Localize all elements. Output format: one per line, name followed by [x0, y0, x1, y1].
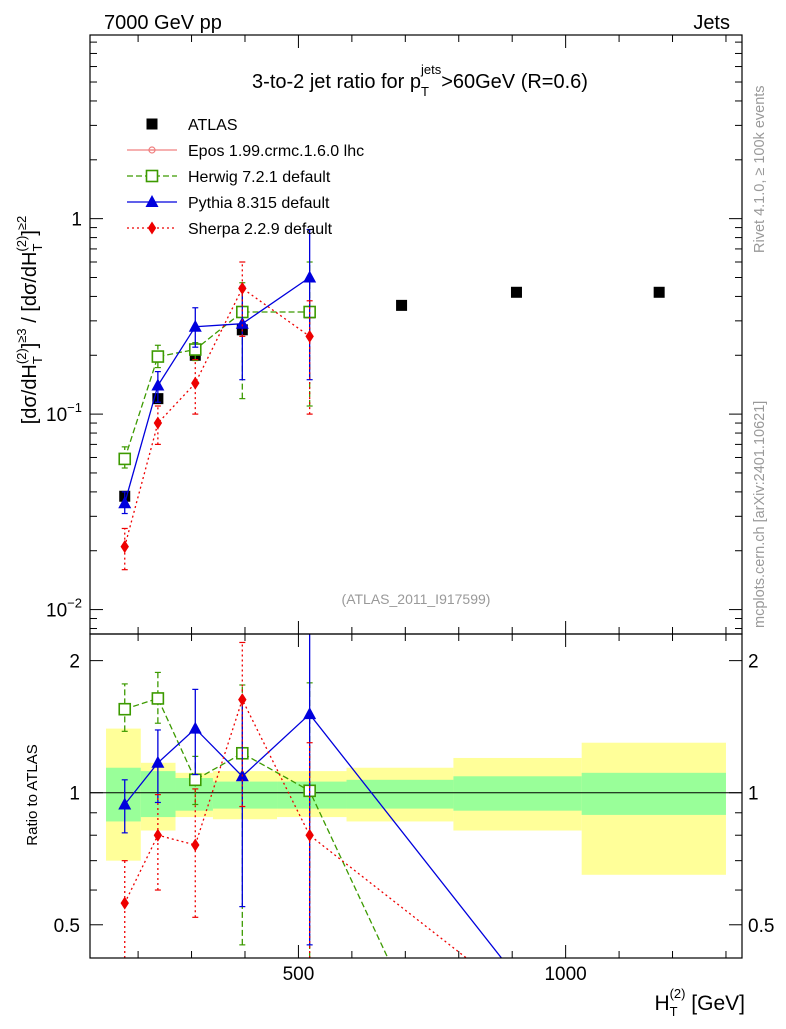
ratio-line-sherpa [124, 697, 468, 958]
ratio-series-sherpa [120, 641, 468, 958]
tick-base: 10 [46, 405, 67, 426]
main-point-herwig [151, 350, 165, 363]
main-series-herwig [118, 261, 316, 469]
legend-marker-herwig [145, 169, 159, 183]
ratio-point-sherpa [153, 828, 163, 842]
analysis-watermark: (ATLAS_2011_I917599) [342, 591, 491, 607]
ratio-point-herwig [188, 773, 202, 787]
ratio-y-tick-label-right: 2 [748, 652, 759, 673]
main-line-herwig [124, 311, 310, 460]
tick-exp: −2 [67, 596, 82, 611]
main-y-label: [dσ/dHT(2)]≥3 / [dσ/dHT(2)]≥2 [14, 216, 45, 425]
ratio-band-green [106, 767, 141, 822]
ratio-line-herwig [124, 697, 389, 958]
mcplots-label: mcplots.cern.ch [arXiv:2401.10621] [752, 401, 768, 628]
main-point-sherpa [238, 281, 247, 295]
tick-exp: −1 [67, 400, 82, 415]
header-right: Jets [693, 12, 730, 34]
main-point-atlas [396, 299, 408, 311]
ratio-y-label: Ratio to ATLAS [24, 744, 41, 845]
header-left: 7000 GeV pp [104, 12, 222, 34]
main-point-pythia [303, 270, 317, 283]
main-point-pythia [188, 319, 202, 332]
main-y-tick-label: 10−1 [46, 400, 82, 426]
legend-marker-atlas [146, 118, 158, 130]
chart-title: 3-to-2 jet ratio for pTjets>60GeV (R=0.6… [252, 62, 588, 99]
ratio-y-tick-label-left: 2 [69, 652, 80, 673]
rivet-label: Rivet 4.1.0, ≥ 100k events [752, 85, 768, 253]
ratio-point-pythia [151, 755, 165, 768]
tick-base: 10 [46, 601, 67, 622]
main-y-tick-label: 1 [71, 210, 82, 231]
legend-label-epos: Epos 1.99.crmc.1.6.0 lhc [188, 143, 364, 160]
ratio-band-green [453, 776, 582, 811]
x-tick-label-1000: 1000 [544, 964, 586, 985]
main-series-sherpa [120, 261, 314, 571]
ratio-point-pythia [118, 797, 132, 810]
ratio-series-pythia [118, 634, 503, 958]
ratio-frame [89, 633, 743, 959]
legend-marker-sherpa [147, 221, 157, 235]
main-point-sherpa [153, 416, 163, 430]
main-point-atlas [653, 286, 665, 298]
main-line-sherpa [124, 287, 310, 547]
ratio-y-tick-label-right: 0.5 [748, 916, 774, 937]
ratio-point-pythia [303, 707, 317, 720]
legend-label-pythia: Pythia 8.315 default [188, 195, 330, 212]
legend-label-atlas: ATLAS [188, 117, 238, 134]
ratio-band-green [212, 781, 278, 809]
ratio-y-tick-label-left: 1 [69, 784, 80, 805]
ratio-point-sherpa [305, 828, 314, 842]
main-point-herwig [118, 452, 132, 466]
ratio-series [118, 634, 503, 958]
ratio-point-herwig [151, 692, 165, 705]
ratio-point-sherpa [238, 693, 247, 707]
main-point-pythia [235, 316, 249, 329]
ratio-point-sherpa [120, 896, 129, 910]
main-point-atlas [510, 286, 522, 298]
ratio-point-pythia [188, 721, 202, 734]
ratio-line-pythia [124, 713, 503, 958]
ratio-y-tick-label-right: 1 [748, 784, 759, 805]
main-point-sherpa [191, 376, 200, 390]
x-axis-label: HT(2) [GeV] [654, 986, 745, 1019]
legend-label-sherpa: Sherpa 2.2.9 default [188, 221, 333, 238]
main-point-pythia [151, 378, 165, 391]
x-tick-label-500: 500 [283, 964, 315, 985]
legend-label-herwig: Herwig 7.2.1 default [188, 169, 331, 186]
main-series-pythia [118, 228, 317, 515]
ratio-bands [90, 728, 742, 875]
main-point-pythia [118, 496, 132, 509]
legend: ATLAS Epos 1.99.crmc.1.6.0 lhc Herwig 7.2.… [127, 117, 364, 238]
legend-marker-pythia [145, 195, 159, 207]
main-y-tick-label: 10−2 [46, 596, 82, 622]
ratio-point-herwig [118, 702, 132, 716]
ratio-band-green [581, 772, 726, 815]
main-series [118, 228, 665, 571]
ratio-y-tick-label-left: 0.5 [54, 916, 80, 937]
main-point-sherpa [120, 540, 129, 554]
ratio-band-green [346, 779, 454, 809]
main-point-sherpa [305, 329, 314, 343]
main-series-atlas [119, 286, 665, 502]
ratio-point-sherpa [191, 838, 200, 852]
